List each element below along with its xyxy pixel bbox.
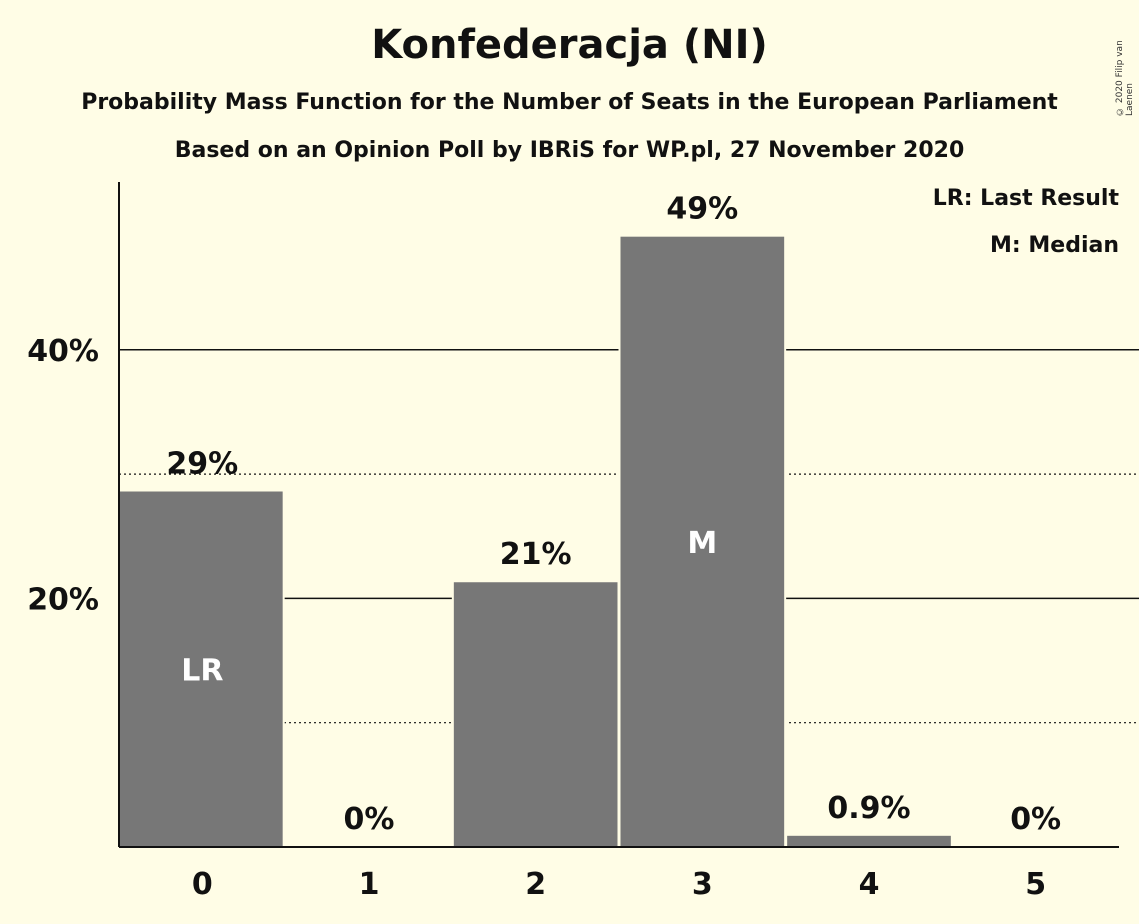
bars <box>117 234 953 847</box>
y-tick-label: 20% <box>27 582 99 617</box>
bar-4 <box>787 835 951 847</box>
bar-marker-LR: LR <box>181 653 223 688</box>
legend-median: M: Median <box>990 233 1119 258</box>
x-tick-label: 5 <box>1025 867 1046 902</box>
value-label: 21% <box>500 537 572 572</box>
x-tick-label: 4 <box>859 867 880 902</box>
bar-0 <box>119 491 283 847</box>
bar-marker-M: M <box>687 526 717 561</box>
chart-subtitle-1: Probability Mass Function for the Number… <box>81 90 1058 115</box>
value-label: 0% <box>1010 802 1061 837</box>
legend-last-result: LR: Last Result <box>932 186 1119 211</box>
bar-2 <box>453 582 618 847</box>
value-label: 0.9% <box>827 791 910 826</box>
bar-3 <box>620 236 785 847</box>
axes <box>118 182 1119 848</box>
x-tick-label: 2 <box>525 867 546 902</box>
chart-subtitle-2: Based on an Opinion Poll by IBRiS for WP… <box>174 138 965 163</box>
x-tick-label: 3 <box>692 867 713 902</box>
value-label: 49% <box>666 192 738 227</box>
value-label: 29% <box>166 447 238 482</box>
chart-title: Konfederacja (NI) <box>371 22 768 68</box>
x-tick-label: 1 <box>359 867 380 902</box>
y-tick-label: 40% <box>27 334 99 369</box>
x-tick-label: 0 <box>192 867 213 902</box>
value-label: 0% <box>344 802 395 837</box>
